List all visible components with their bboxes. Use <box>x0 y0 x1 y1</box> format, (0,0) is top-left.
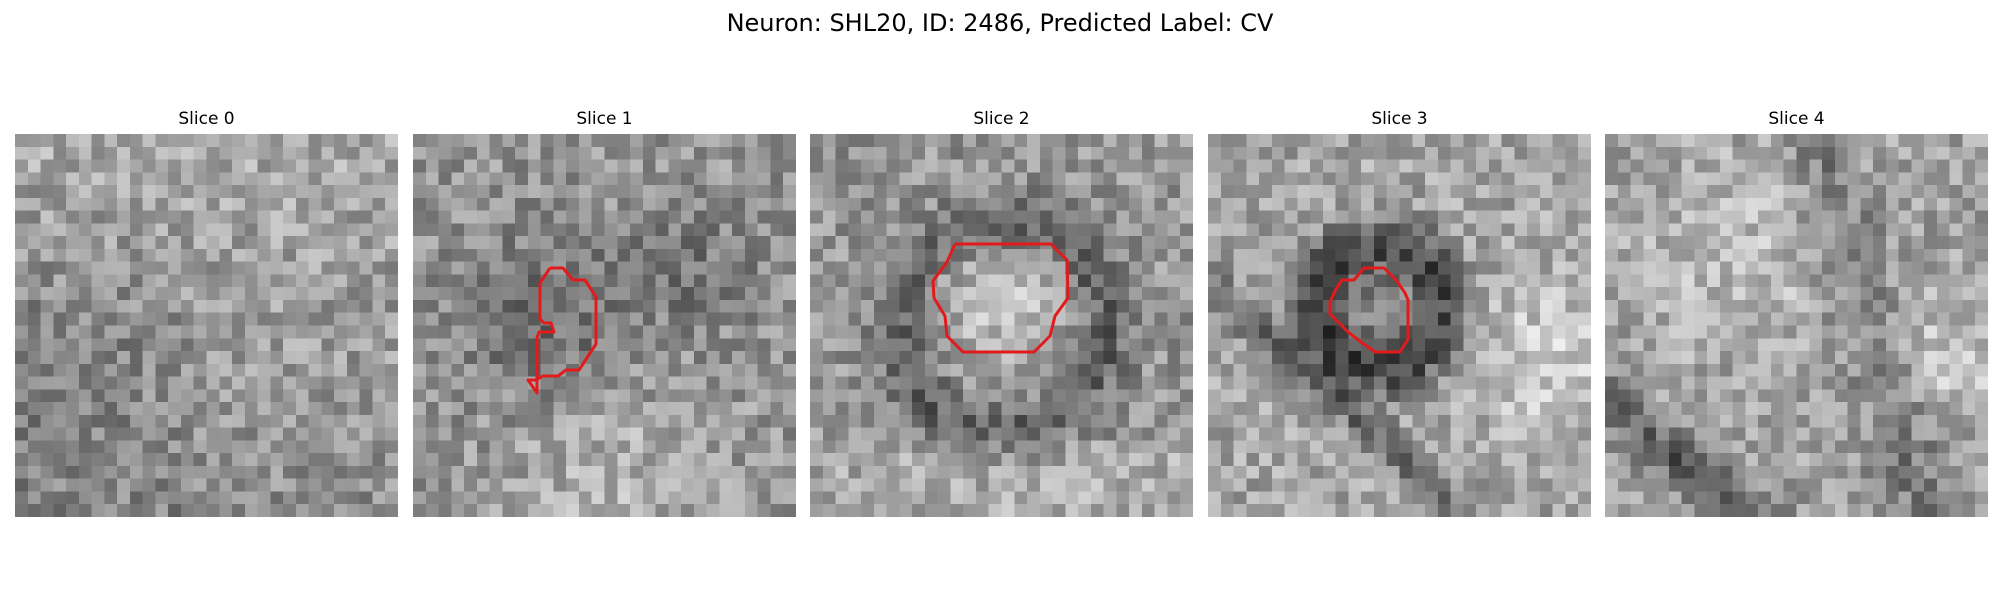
contour-outline-2 <box>933 244 1068 352</box>
slice-title-4: Slice 4 <box>1605 108 1988 130</box>
segmentation-contour-3 <box>1208 134 1591 517</box>
slice-image-3 <box>1208 134 1591 517</box>
slice-panel-0: Slice 0 <box>15 108 398 130</box>
segmentation-contour-2 <box>810 134 1193 517</box>
figure-title: Neuron: SHL20, ID: 2486, Predicted Label… <box>0 6 2000 40</box>
grayscale-microscopy-slice-4 <box>1605 134 1988 517</box>
contour-outline-3 <box>1330 268 1408 352</box>
contour-outline-1 <box>528 268 596 393</box>
grayscale-microscopy-slice-0 <box>15 134 398 517</box>
slice-image-1 <box>413 134 796 517</box>
slice-title-0: Slice 0 <box>15 108 398 130</box>
slice-title-2: Slice 2 <box>810 108 1193 130</box>
slice-panel-1: Slice 1 <box>413 108 796 130</box>
slice-image-0 <box>15 134 398 517</box>
slice-image-4 <box>1605 134 1988 517</box>
slice-title-1: Slice 1 <box>413 108 796 130</box>
slice-panel-3: Slice 3 <box>1208 108 1591 130</box>
slice-panel-2: Slice 2 <box>810 108 1193 130</box>
slice-panel-4: Slice 4 <box>1605 108 1988 130</box>
slice-title-3: Slice 3 <box>1208 108 1591 130</box>
segmentation-contour-1 <box>413 134 796 517</box>
slice-image-2 <box>810 134 1193 517</box>
